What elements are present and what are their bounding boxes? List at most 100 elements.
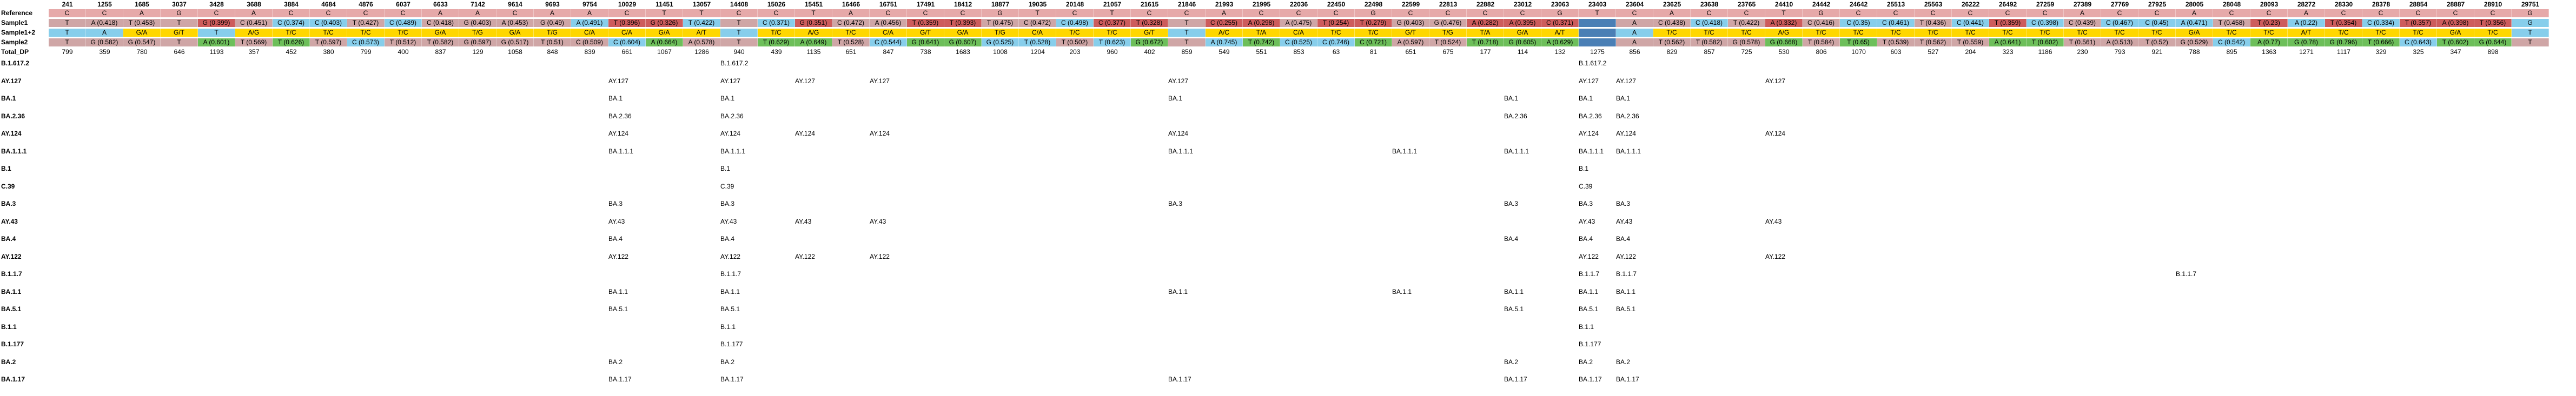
position-header[interactable]: 11451 [655, 1, 673, 8]
lineage-hit[interactable]: B.1.1.7 [2176, 270, 2197, 278]
reference-cell[interactable]: C [2101, 9, 2138, 17]
sample12-cell[interactable]: A/T [1541, 29, 1579, 37]
sample1-cell[interactable]: C (0.418) [422, 19, 459, 27]
sample2-cell[interactable]: C (0.573) [347, 38, 385, 46]
sample12-cell[interactable]: T/C [1691, 29, 1728, 37]
reference-cell[interactable]: C [2213, 9, 2250, 17]
reference-cell[interactable]: C [1877, 9, 1915, 17]
lineage-hit[interactable]: B.1.1 [720, 323, 736, 331]
sample12-cell[interactable]: T/C [1877, 29, 1915, 37]
reference-cell[interactable]: C [1728, 9, 1765, 17]
sample2-cell[interactable]: A (0.597) [1392, 38, 1429, 46]
position-header[interactable]: 26222 [1961, 1, 1980, 8]
reference-cell[interactable]: C [758, 9, 795, 17]
sample12-cell[interactable]: T [1168, 29, 1206, 37]
reference-cell[interactable]: A [2064, 9, 2101, 17]
reference-cell[interactable]: G [1803, 9, 1840, 17]
sample12-cell[interactable]: A [86, 29, 123, 37]
sample2-cell[interactable]: C (0.542) [2213, 38, 2250, 46]
position-header[interactable]: 28272 [2297, 1, 2316, 8]
sample1-cell[interactable]: A (0.491) [571, 19, 608, 27]
sample1-cell[interactable]: T (0.427) [347, 19, 385, 27]
lineage-hit[interactable]: B.1.177 [1579, 340, 1601, 348]
lineage-hit[interactable]: BA.2.36 [1579, 112, 1602, 120]
sample1-cell[interactable]: T [720, 19, 758, 27]
lineage-hit[interactable]: AY.127 [870, 77, 890, 85]
lineage-hit[interactable]: B.1 [1579, 165, 1589, 172]
sample1-cell[interactable]: C (0.377) [1094, 19, 1131, 27]
reference-cell[interactable]: C [496, 9, 534, 17]
sample2-cell[interactable]: C (0.643) [2400, 38, 2437, 46]
sample1-cell[interactable]: A (0.456) [870, 19, 907, 27]
sample2-cell[interactable]: T (0.584) [1803, 38, 1840, 46]
sample12-cell[interactable]: T/C [2101, 29, 2138, 37]
lineage-hit[interactable]: B.1.1.7 [1616, 270, 1637, 278]
position-header[interactable]: 27925 [2148, 1, 2167, 8]
sample2-cell[interactable]: T [49, 38, 86, 46]
sample2-cell[interactable]: T (0.528) [1019, 38, 1056, 46]
sample12-cell[interactable]: T/G [982, 29, 1019, 37]
sample12-cell[interactable]: T/C [1317, 29, 1355, 37]
lineage-hit[interactable]: BA.1.1 [1504, 288, 1524, 296]
sample2-cell[interactable]: T (0.742) [1243, 38, 1280, 46]
sample12-cell[interactable]: T/C [385, 29, 422, 37]
lineage-hit[interactable]: AY.124 [1168, 130, 1188, 137]
lineage-hit[interactable]: BA.2.36 [1616, 112, 1639, 120]
lineage-hit[interactable]: BA.1.1.1 [1579, 147, 1604, 155]
position-header[interactable]: 7142 [471, 1, 485, 8]
reference-cell[interactable]: A [534, 9, 571, 17]
lineage-hit[interactable]: AY.122 [720, 253, 740, 260]
lineage-hit[interactable]: AY.122 [1616, 253, 1636, 260]
sample2-cell[interactable]: G (0.578) [1728, 38, 1765, 46]
sample12-cell[interactable]: C/A [1280, 29, 1317, 37]
reference-cell[interactable]: C [273, 9, 310, 17]
sample1-cell[interactable]: C (0.438) [1653, 19, 1691, 27]
sample12-cell[interactable]: A/C [1206, 29, 1243, 37]
sample2-cell[interactable]: C (0.525) [1280, 38, 1317, 46]
lineage-row-label[interactable]: BA.1.1.1 [1, 147, 27, 155]
reference-cell[interactable]: T [795, 9, 832, 17]
lineage-hit[interactable]: BA.5.1 [1504, 305, 1524, 313]
sample12-cell[interactable]: A/G [795, 29, 832, 37]
reference-cell[interactable]: T [646, 9, 683, 17]
sample12-cell[interactable]: T/C [2362, 29, 2400, 37]
reference-cell[interactable]: T [1579, 9, 1616, 17]
sample12-cell[interactable]: T [2512, 29, 2549, 37]
position-header[interactable]: 22498 [1364, 1, 1383, 8]
sample1-cell[interactable]: A (0.332) [1765, 19, 1803, 27]
lineage-row-label[interactable]: BA.2.36 [1, 112, 25, 120]
position-header[interactable]: 23063 [1551, 1, 1570, 8]
lineage-hit[interactable]: BA.2 [1579, 358, 1593, 366]
lineage-hit[interactable]: BA.1.1 [1392, 288, 1412, 296]
sample12-cell[interactable]: T/A [1243, 29, 1280, 37]
reference-cell[interactable]: C [1131, 9, 1168, 17]
position-header[interactable]: 20148 [1065, 1, 1084, 8]
position-header[interactable]: 23765 [1737, 1, 1756, 8]
reference-cell[interactable]: C [1989, 9, 2027, 17]
sample1-cell[interactable]: T (0.393) [944, 19, 982, 27]
lineage-hit[interactable]: BA.4 [1616, 235, 1631, 243]
lineage-row-label[interactable]: BA.5.1 [1, 305, 22, 313]
lineage-hit[interactable]: BA.3 [1579, 200, 1593, 207]
sample2-cell[interactable]: A (0.745) [1206, 38, 1243, 46]
position-header[interactable]: 28005 [2185, 1, 2204, 8]
lineage-hit[interactable]: BA.1 [1579, 95, 1593, 102]
position-header[interactable]: 28330 [2334, 1, 2353, 8]
sample2-cell[interactable]: T (0.666) [2362, 38, 2400, 46]
sample12-cell[interactable]: A/T [683, 29, 720, 37]
lineage-row-label[interactable]: BA.1 [1, 95, 16, 102]
sample2-cell[interactable]: C (0.746) [1317, 38, 1355, 46]
sample2-cell[interactable]: T (0.502) [1056, 38, 1094, 46]
sample2-cell[interactable]: A [1616, 38, 1653, 46]
lineage-hit[interactable]: BA.3 [720, 200, 735, 207]
sample12-cell[interactable]: T/G [1429, 29, 1467, 37]
sample12-cell[interactable]: T/C [347, 29, 385, 37]
reference-cell[interactable]: C [86, 9, 123, 17]
sample12-cell[interactable] [1579, 29, 1616, 37]
reference-cell[interactable]: T [1019, 9, 1056, 17]
position-header[interactable]: 1685 [135, 1, 149, 8]
position-header[interactable]: 16751 [879, 1, 898, 8]
sample12-cell[interactable]: G/A [2437, 29, 2474, 37]
reference-cell[interactable]: C [2138, 9, 2176, 17]
sample2-cell[interactable]: G (0.78) [2288, 38, 2325, 46]
